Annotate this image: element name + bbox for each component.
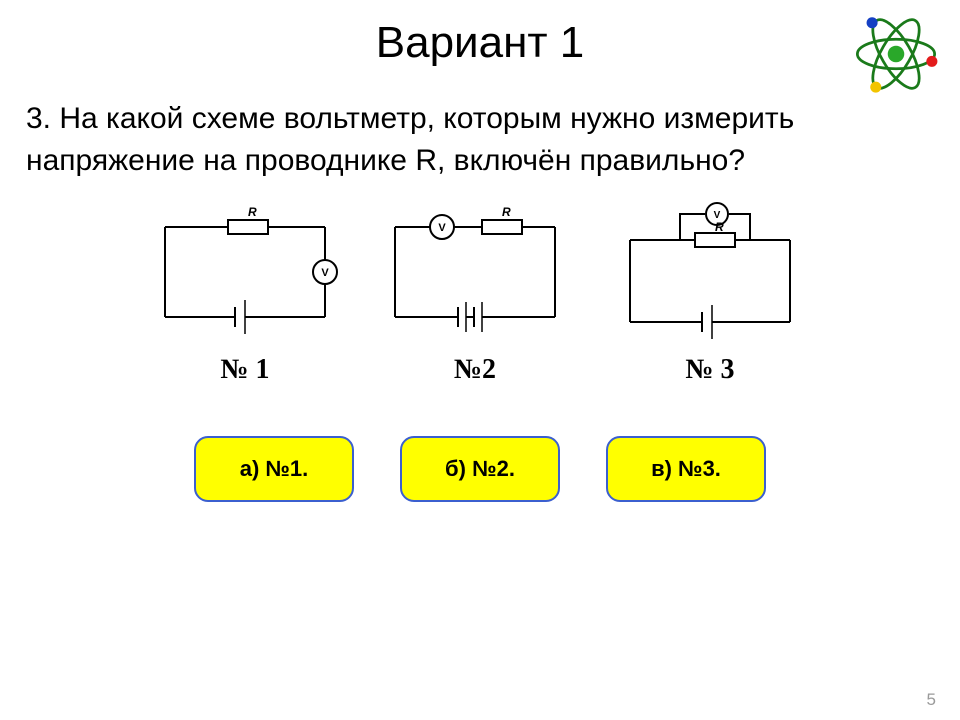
answer-a-button[interactable]: а) №1. xyxy=(194,436,354,502)
circuit-diagrams: R V № 1 xyxy=(0,202,960,386)
question-text: 3. На какой схеме вольтметр, которым нуж… xyxy=(0,68,960,192)
atom-icon xyxy=(850,8,942,100)
answer-c-button[interactable]: в) №3. xyxy=(606,436,766,502)
answer-b-button[interactable]: б) №2. xyxy=(400,436,560,502)
circuit-2-label: №2 xyxy=(454,354,496,386)
svg-text:V: V xyxy=(321,267,329,279)
page-number: 5 xyxy=(927,690,936,710)
svg-text:R: R xyxy=(248,205,257,219)
circuit-3: R V № 3 xyxy=(610,202,810,386)
circuit-1: R V № 1 xyxy=(150,202,340,386)
svg-text:V: V xyxy=(714,210,721,221)
answer-row: а) №1. б) №2. в) №3. xyxy=(0,436,960,502)
svg-text:R: R xyxy=(715,220,724,234)
circuit-2: R V №2 xyxy=(380,202,570,386)
atom-svg xyxy=(857,13,937,95)
circuit-3-label: № 3 xyxy=(685,354,734,386)
svg-text:V: V xyxy=(438,222,446,234)
svg-text:R: R xyxy=(502,205,511,219)
circuit-1-label: № 1 xyxy=(220,354,269,386)
page-title: Вариант 1 xyxy=(0,0,960,68)
